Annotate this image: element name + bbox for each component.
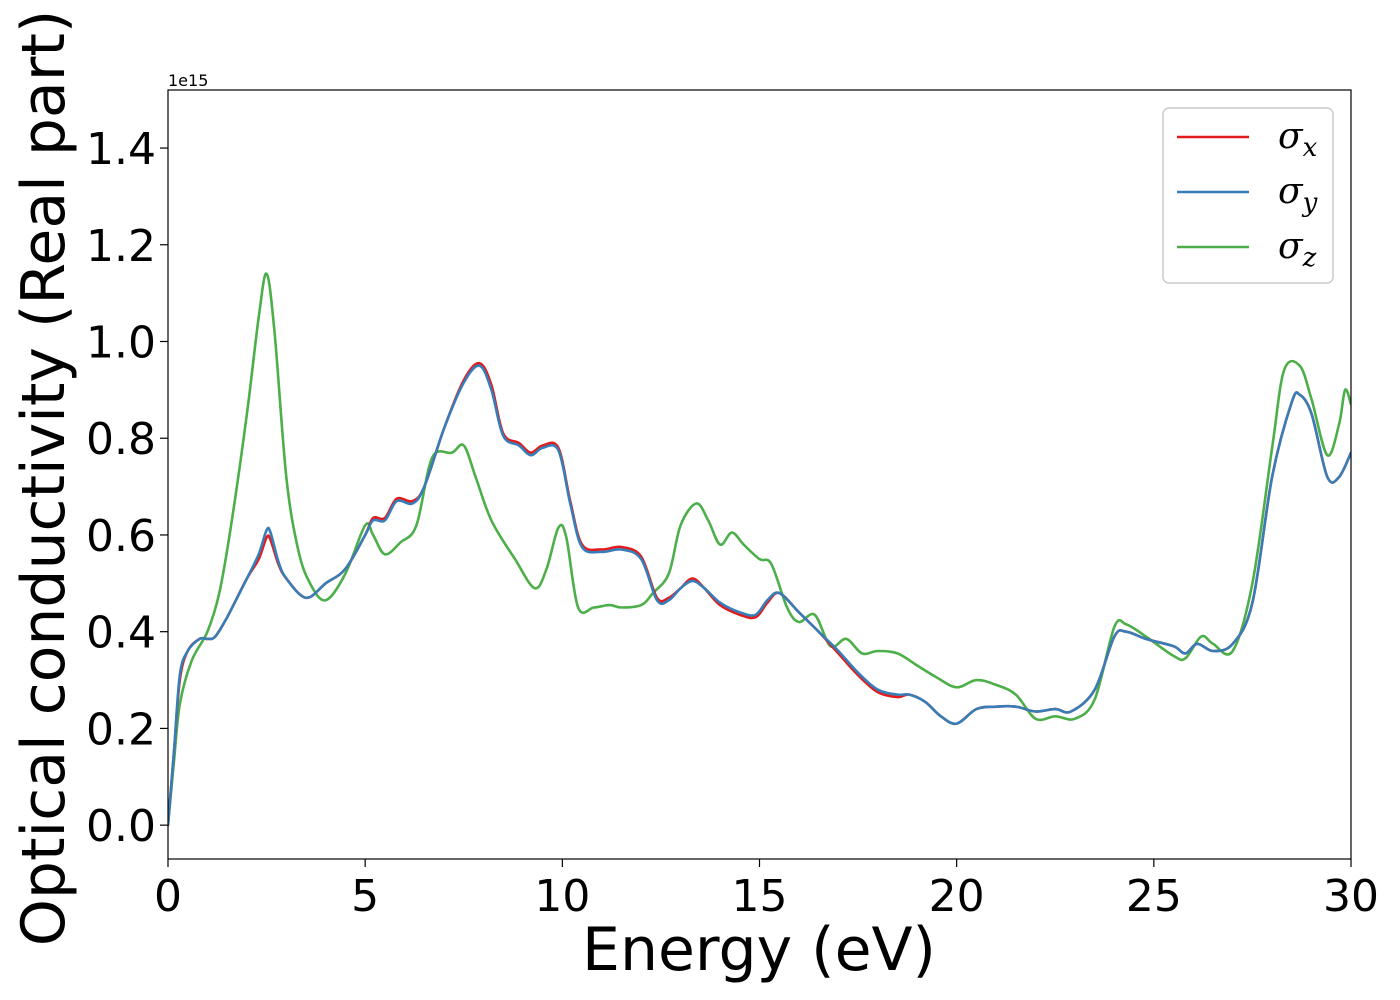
x-tick-label: 25 <box>1126 871 1182 922</box>
y-tick-label: 1.0 <box>86 317 156 368</box>
y-tick-label: 0.0 <box>86 801 156 852</box>
y-tick-label: 1.4 <box>86 124 156 175</box>
series-layer <box>168 272 1351 827</box>
x-tick-label: 20 <box>929 871 985 922</box>
x-axis-title: Energy (eV) <box>582 915 936 985</box>
series-line-z <box>168 272 1351 827</box>
ticks-layer: 0 5 10 15 20 25 30 0.0 0.2 0.4 0.6 0.8 1.0 1.2 1.4 <box>86 124 1379 922</box>
y-tick-label: 0.2 <box>86 704 156 755</box>
x-tick-label: 10 <box>534 871 590 922</box>
series-line-y <box>168 364 1351 827</box>
legend: σx σy σz <box>1162 107 1334 284</box>
y-tick-label: 1.2 <box>86 221 156 272</box>
legend-label-y: σy <box>1278 171 1318 218</box>
x-tick-label: 15 <box>732 871 788 922</box>
x-tick-label: 5 <box>351 871 379 922</box>
y-tick-label: 0.6 <box>86 511 156 562</box>
x-tick-label: 30 <box>1323 871 1379 922</box>
y-tick-label: 0.4 <box>86 608 156 659</box>
y-offset-label: 1e15 <box>168 71 208 90</box>
legend-label-x: σx <box>1278 116 1318 163</box>
x-tick-label: 0 <box>154 871 182 922</box>
y-axis-title: Optical conductivity (Real part) <box>9 10 79 947</box>
legend-label-z: σz <box>1278 226 1317 273</box>
y-tick-label: 0.8 <box>86 414 156 465</box>
legend-frame <box>1162 107 1334 284</box>
